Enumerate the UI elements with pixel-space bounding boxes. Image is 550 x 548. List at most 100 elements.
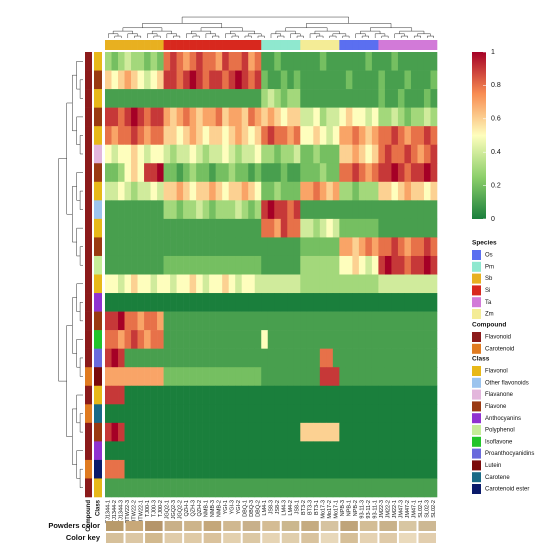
heatmap-cell — [339, 89, 347, 108]
heatmap-cell — [183, 422, 190, 442]
heatmap-cell — [345, 311, 353, 331]
heatmap-cell — [222, 181, 229, 201]
heatmap-cell — [404, 348, 412, 368]
dendrogram-branch — [400, 35, 408, 38]
class-bar — [94, 255, 102, 275]
heatmap-cell — [365, 348, 373, 368]
heatmap-cell — [339, 144, 347, 164]
heatmap-cell — [313, 126, 321, 146]
heatmap-cell — [417, 385, 425, 405]
column-label: BT3-1 — [314, 500, 320, 515]
heatmap-cell — [319, 478, 327, 498]
heatmap-cell — [332, 330, 340, 349]
heatmap-cell — [404, 89, 412, 108]
heatmap-cell — [352, 200, 360, 220]
heatmap-cell — [397, 70, 405, 90]
heatmap-cell — [313, 200, 321, 220]
heatmap-cell — [384, 52, 392, 71]
heatmap-cell — [248, 293, 256, 312]
color-key-swatch — [398, 533, 417, 543]
heatmap-cell — [397, 274, 405, 294]
heatmap-cell — [339, 293, 347, 312]
heatmap-cell — [378, 200, 386, 220]
legend-swatch — [472, 377, 481, 388]
species-bar — [313, 40, 321, 50]
heatmap-cell — [176, 422, 184, 442]
heatmap-cell — [105, 52, 112, 71]
heatmap-cell — [131, 385, 138, 405]
legend-label: Other flavonoids — [485, 380, 529, 386]
heatmap-cell — [287, 311, 295, 331]
heatmap-cell — [131, 478, 138, 498]
dendrogram-branch — [399, 30, 425, 34]
heatmap-cell — [378, 163, 386, 183]
heatmap-cell — [319, 348, 327, 368]
heatmap-cell — [144, 385, 151, 405]
heatmap-cell — [118, 70, 125, 90]
heatmap-cell — [124, 385, 132, 405]
color-key-swatch — [301, 533, 319, 543]
heatmap-cell — [222, 367, 229, 387]
heatmap-cell — [215, 348, 223, 368]
heatmap-cell — [241, 441, 249, 461]
heatmap-cell — [157, 126, 164, 146]
column-label: JM22-1 — [392, 500, 398, 518]
heatmap-cell — [287, 163, 295, 183]
heatmap-cell — [183, 348, 190, 368]
colorbar-tick-label: 0 — [491, 216, 495, 223]
heatmap-cell — [241, 237, 249, 257]
column-label: JGQ2-2 — [177, 500, 183, 519]
heatmap-cell — [163, 441, 171, 461]
heatmap-cell — [378, 255, 386, 275]
heatmap-cell — [176, 181, 184, 201]
heatmap-cell — [280, 274, 288, 294]
heatmap-cell — [280, 422, 288, 442]
dendrogram-branch — [76, 116, 83, 145]
heatmap-cell — [358, 311, 366, 331]
heatmap-cell — [163, 404, 171, 424]
column-label: 93-11-2 — [366, 500, 372, 519]
heatmap-cell — [267, 52, 275, 71]
heatmap-cell — [352, 255, 360, 275]
heatmap-cell — [391, 385, 399, 405]
dendrogram-branch — [66, 102, 73, 215]
heatmap-cell — [365, 293, 373, 312]
heatmap-cell — [371, 89, 379, 108]
powder-swatch — [125, 521, 144, 531]
heatmap-cell — [248, 70, 256, 90]
heatmap-cell — [228, 107, 236, 127]
heatmap-cell — [371, 293, 379, 312]
heatmap-cell — [215, 89, 223, 108]
species-bar — [202, 40, 210, 50]
dendrogram-branch — [417, 33, 431, 37]
heatmap-cell — [371, 126, 379, 146]
heatmap-cell — [137, 200, 145, 220]
heatmap-cell — [300, 459, 308, 479]
compound-bar — [85, 181, 92, 201]
heatmap-cell — [358, 422, 366, 442]
dendrogram-branch — [191, 30, 212, 34]
heatmap-cell — [157, 367, 164, 387]
heatmap-cell — [313, 330, 321, 349]
heatmap-cell — [215, 237, 223, 257]
heatmap-cell — [118, 459, 125, 479]
heatmap-cell — [248, 348, 256, 368]
heatmap-cell — [183, 459, 190, 479]
heatmap-cell — [313, 422, 321, 442]
heatmap-cell — [241, 70, 249, 90]
heatmap-cell — [332, 422, 340, 442]
heatmap-cell — [417, 441, 425, 461]
color-key-swatch — [125, 533, 144, 543]
heatmap-cell — [384, 126, 392, 146]
species-bar — [319, 40, 327, 50]
class-bar — [94, 144, 102, 164]
heatmap-cell — [111, 52, 119, 71]
heatmap-cell — [157, 255, 164, 275]
heatmap-cell — [267, 367, 275, 387]
heatmap-cell — [358, 367, 366, 387]
heatmap-cell — [306, 478, 314, 498]
heatmap-cell — [105, 181, 112, 201]
heatmap-cell — [137, 255, 145, 275]
dendrogram-branch — [285, 27, 328, 32]
